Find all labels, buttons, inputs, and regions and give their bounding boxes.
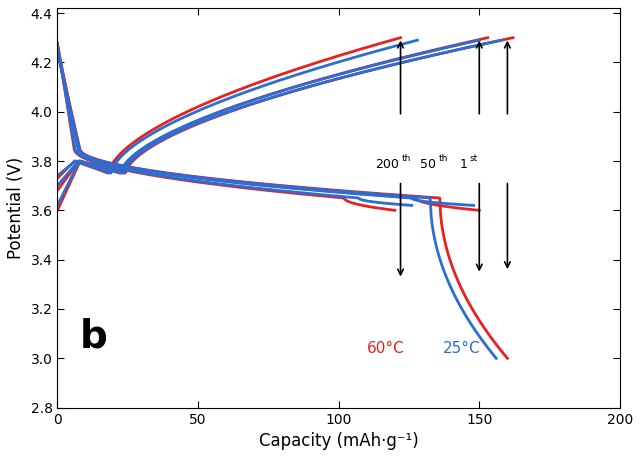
Text: th: th <box>438 154 448 164</box>
Text: 60°C: 60°C <box>367 341 404 356</box>
Text: st: st <box>470 154 477 164</box>
X-axis label: Capacity (mAh·g⁻¹): Capacity (mAh·g⁻¹) <box>259 432 419 450</box>
Text: th: th <box>402 154 412 164</box>
Text: 25°C: 25°C <box>443 341 481 356</box>
Text: b: b <box>80 318 108 356</box>
Text: 200: 200 <box>375 158 399 171</box>
Text: 1: 1 <box>460 158 467 171</box>
Text: 50: 50 <box>420 158 436 171</box>
Y-axis label: Potential (V): Potential (V) <box>7 157 25 259</box>
